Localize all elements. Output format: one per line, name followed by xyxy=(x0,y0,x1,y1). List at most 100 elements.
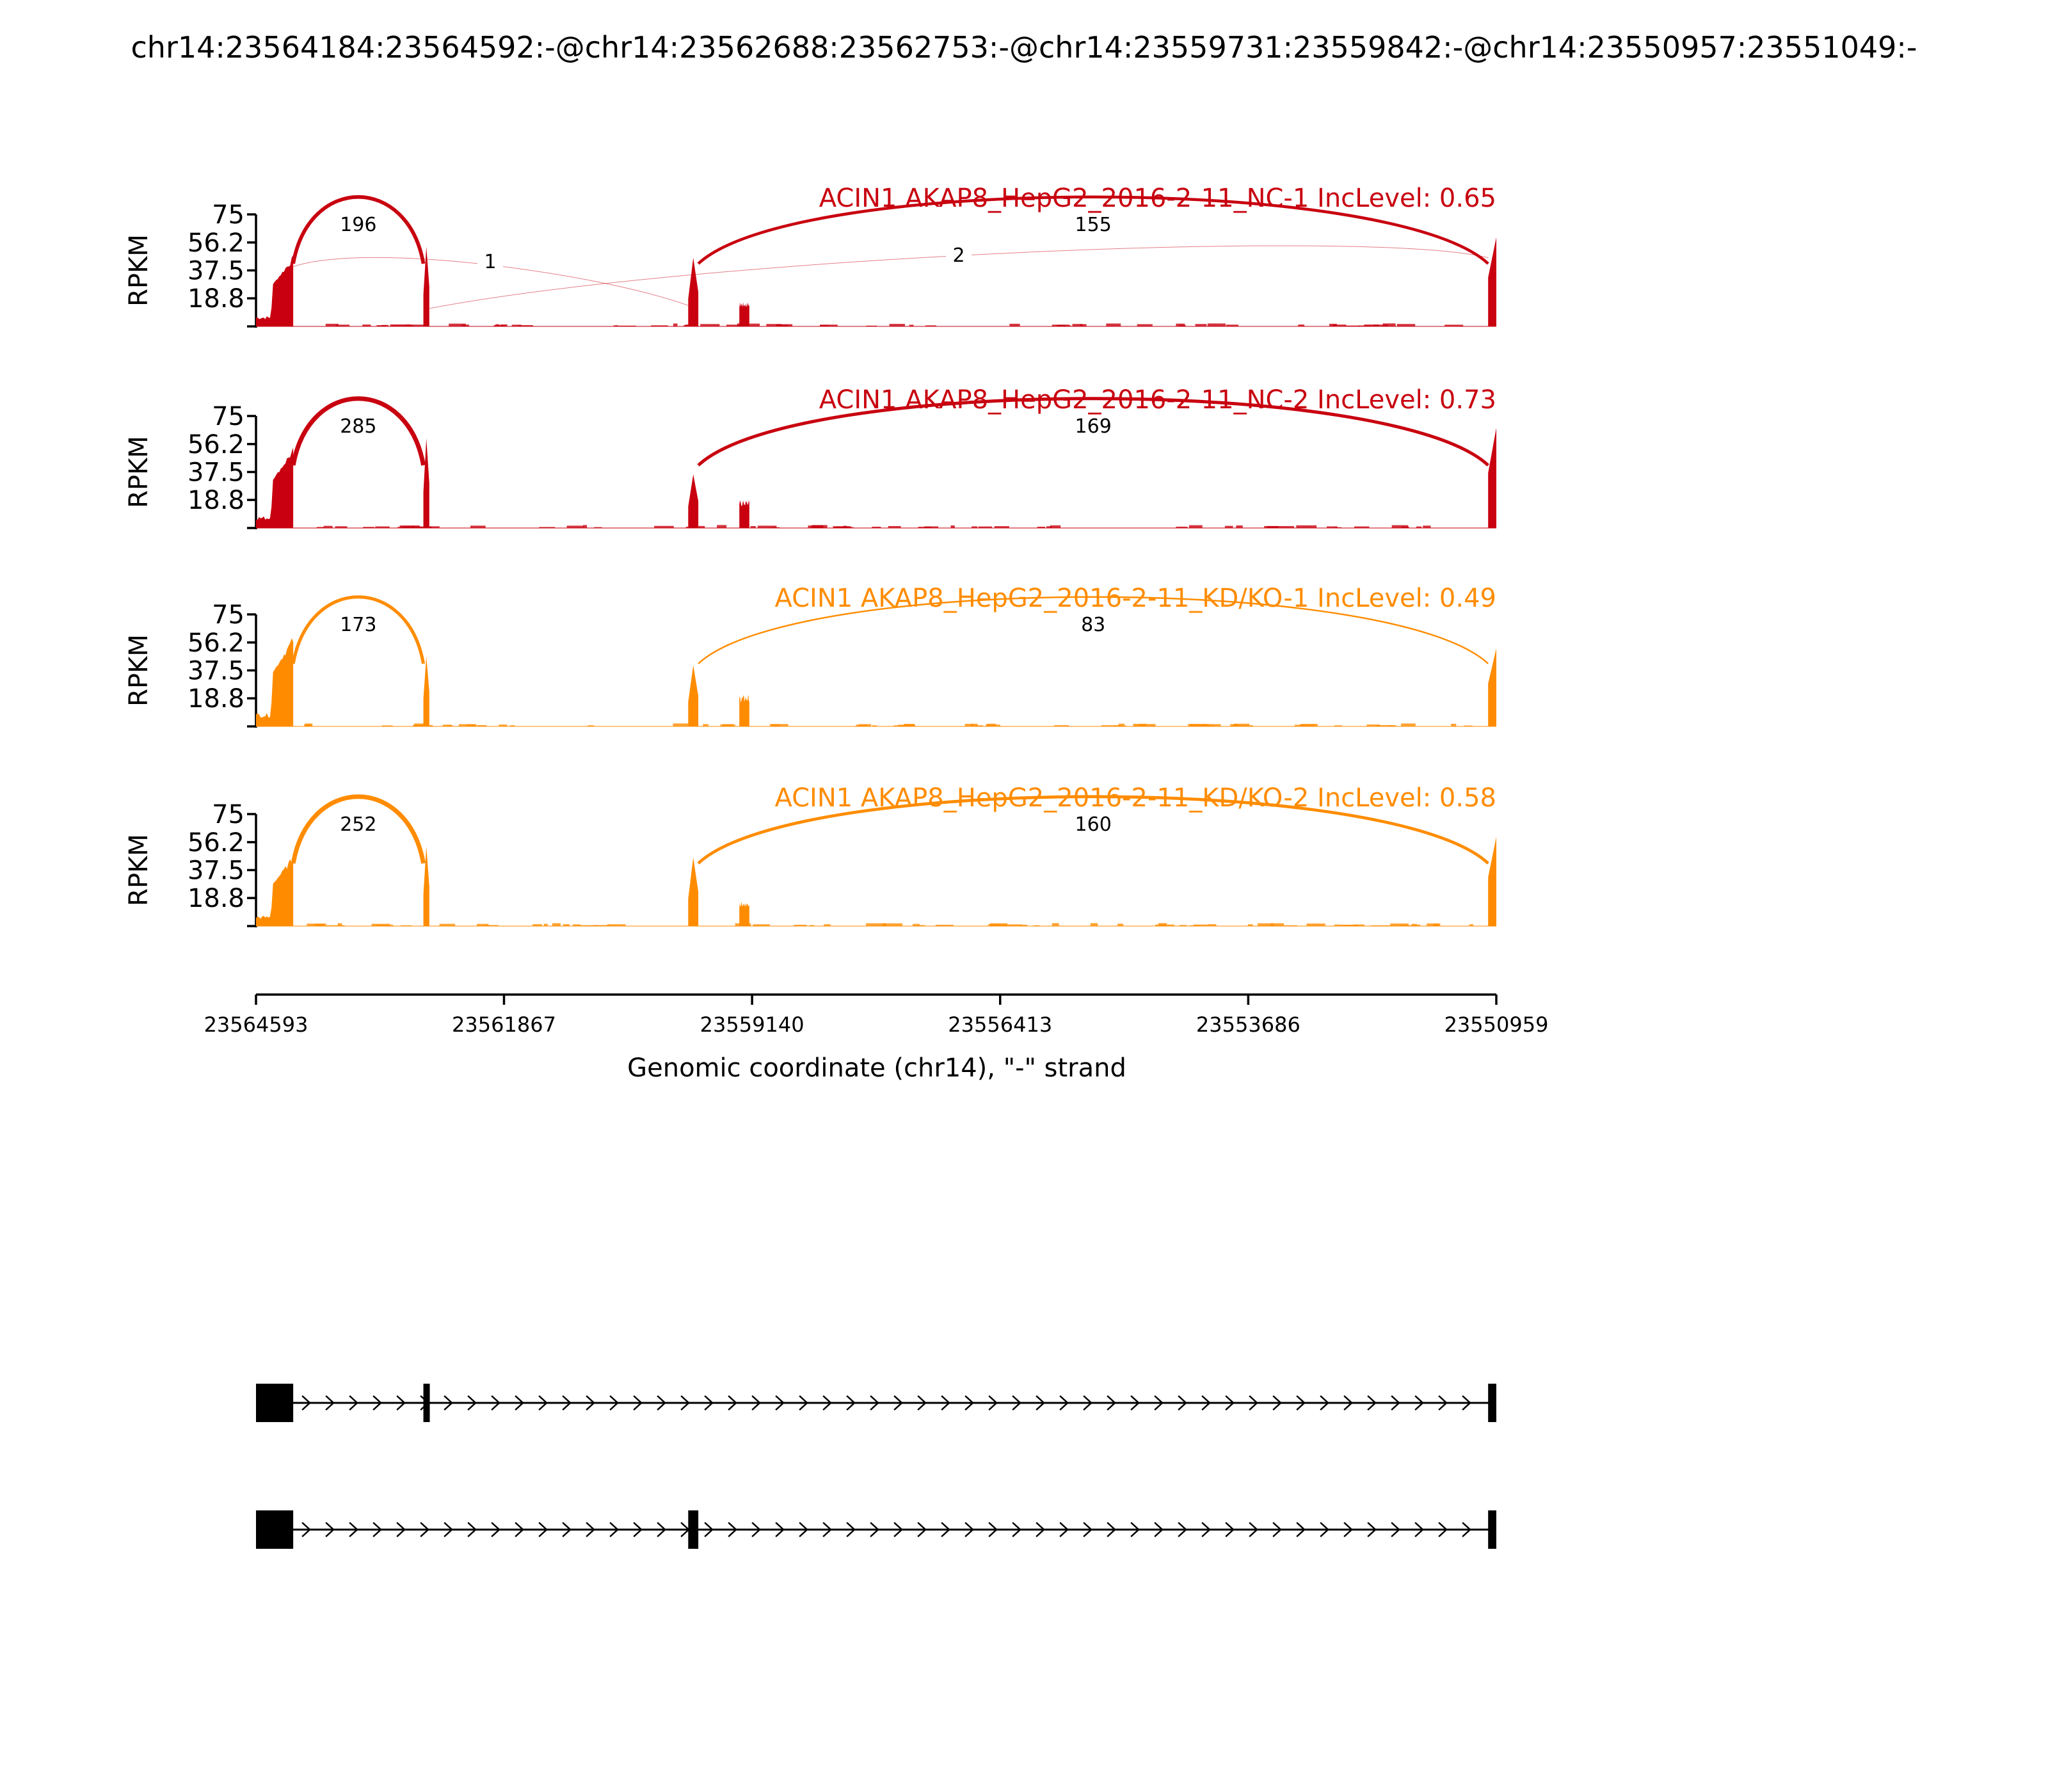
strand-arrow xyxy=(893,1522,903,1537)
strand-arrow xyxy=(372,1395,382,1411)
intron-coverage xyxy=(509,725,515,726)
strand-arrow xyxy=(515,1395,524,1411)
strand-arrow xyxy=(420,1522,429,1537)
intron-coverage xyxy=(1207,323,1226,326)
y-tick-label: 18.8 xyxy=(188,684,244,714)
x-tick-label: 23550959 xyxy=(1444,1012,1549,1037)
intron-coverage xyxy=(1224,525,1233,528)
intron-coverage xyxy=(414,723,429,726)
intron-coverage xyxy=(970,723,978,726)
intron-coverage xyxy=(1352,924,1365,926)
intron-coverage xyxy=(1208,924,1217,926)
intron-coverage xyxy=(684,325,694,326)
strand-arrow xyxy=(609,1522,619,1537)
intron-coverage xyxy=(335,324,350,326)
junction-arc xyxy=(291,794,426,864)
intron-coverage xyxy=(499,724,508,726)
intron-coverage xyxy=(417,724,433,726)
junction-count: 2 xyxy=(952,244,964,267)
intron-coverage xyxy=(467,724,476,726)
intron-coverage xyxy=(1188,525,1203,528)
exon-block xyxy=(688,1510,699,1549)
intron-coverage xyxy=(572,924,580,926)
intron-coverage xyxy=(1373,324,1388,326)
y-tick-label: 75 xyxy=(212,402,244,431)
x-tick-label: 23561867 xyxy=(452,1012,556,1037)
junction-count: 83 xyxy=(1081,614,1105,636)
intron-coverage xyxy=(1416,526,1422,528)
intron-coverage xyxy=(381,324,389,326)
y-tick-label: 18.8 xyxy=(188,486,244,515)
junction-count-box xyxy=(1068,813,1119,836)
junction-arc xyxy=(291,396,426,466)
intron-coverage xyxy=(418,526,424,528)
strand-arrow xyxy=(1178,1395,1187,1411)
strand-arrow xyxy=(349,1395,358,1411)
y-tick-label: 37.5 xyxy=(188,657,244,686)
strand-arrow xyxy=(988,1395,998,1411)
exon-coverage xyxy=(256,859,294,926)
strand-arrow xyxy=(1296,1395,1306,1411)
intron-coverage xyxy=(439,924,456,926)
y-tick-label: 75 xyxy=(212,600,244,630)
strand-arrow xyxy=(988,1522,998,1537)
intron-coverage xyxy=(316,527,325,528)
intron-coverage xyxy=(1117,924,1124,926)
strand-arrow xyxy=(609,1395,619,1411)
strand-arrow xyxy=(822,1522,832,1537)
strand-arrow xyxy=(751,1522,761,1537)
junction-count-box xyxy=(332,213,384,236)
intron-coverage xyxy=(1396,324,1416,326)
intron-coverage xyxy=(1451,723,1457,726)
strand-arrow xyxy=(1296,1522,1306,1537)
intron-coverage xyxy=(594,527,602,528)
intron-coverage xyxy=(1444,324,1464,326)
intron-coverage xyxy=(858,724,872,726)
exon-coverage xyxy=(1488,428,1496,528)
intron-coverage xyxy=(1230,724,1239,726)
strand-arrow xyxy=(444,1395,453,1411)
strand-arrow xyxy=(1272,1522,1282,1537)
intron-coverage xyxy=(1054,725,1069,726)
intron-coverage xyxy=(1236,525,1243,528)
strand-arrow xyxy=(491,1395,500,1411)
intron-coverage xyxy=(1072,324,1083,326)
strand-arrow xyxy=(846,1395,856,1411)
intron-coverage xyxy=(1423,525,1431,528)
exon-coverage xyxy=(423,246,429,326)
strand-arrow xyxy=(633,1522,643,1537)
strand-arrow xyxy=(301,1522,311,1537)
y-tick-label: 56.2 xyxy=(188,628,244,658)
intron-coverage xyxy=(935,924,954,926)
junction-arc xyxy=(697,195,1489,265)
strand-arrow xyxy=(917,1395,927,1411)
intron-coverage xyxy=(1283,925,1297,926)
intron-coverage xyxy=(399,525,420,528)
intron-coverage xyxy=(964,723,974,726)
strand-arrow xyxy=(1059,1522,1069,1537)
intron-coverage xyxy=(808,525,824,528)
intron-coverage xyxy=(1354,526,1370,528)
intron-coverage xyxy=(690,526,696,528)
intron-coverage xyxy=(750,525,756,528)
intron-coverage xyxy=(447,725,453,726)
y-axis-label: RPKM xyxy=(124,234,154,307)
intron-coverage xyxy=(1377,724,1390,726)
intron-coverage xyxy=(1002,924,1023,926)
intron-coverage xyxy=(1296,525,1317,528)
intron-coverage xyxy=(1414,924,1421,926)
intron-coverage xyxy=(883,923,902,926)
intron-coverage xyxy=(824,924,831,926)
strand-arrow xyxy=(396,1522,406,1537)
intron-coverage xyxy=(972,526,978,528)
intron-coverage xyxy=(1258,923,1274,926)
intron-coverage xyxy=(1382,323,1396,326)
intron-coverage xyxy=(866,923,886,926)
junction-count: 285 xyxy=(340,415,376,438)
y-axis-label: RPKM xyxy=(124,834,154,906)
intron-coverage xyxy=(651,325,668,326)
strand-arrow xyxy=(1438,1522,1448,1537)
